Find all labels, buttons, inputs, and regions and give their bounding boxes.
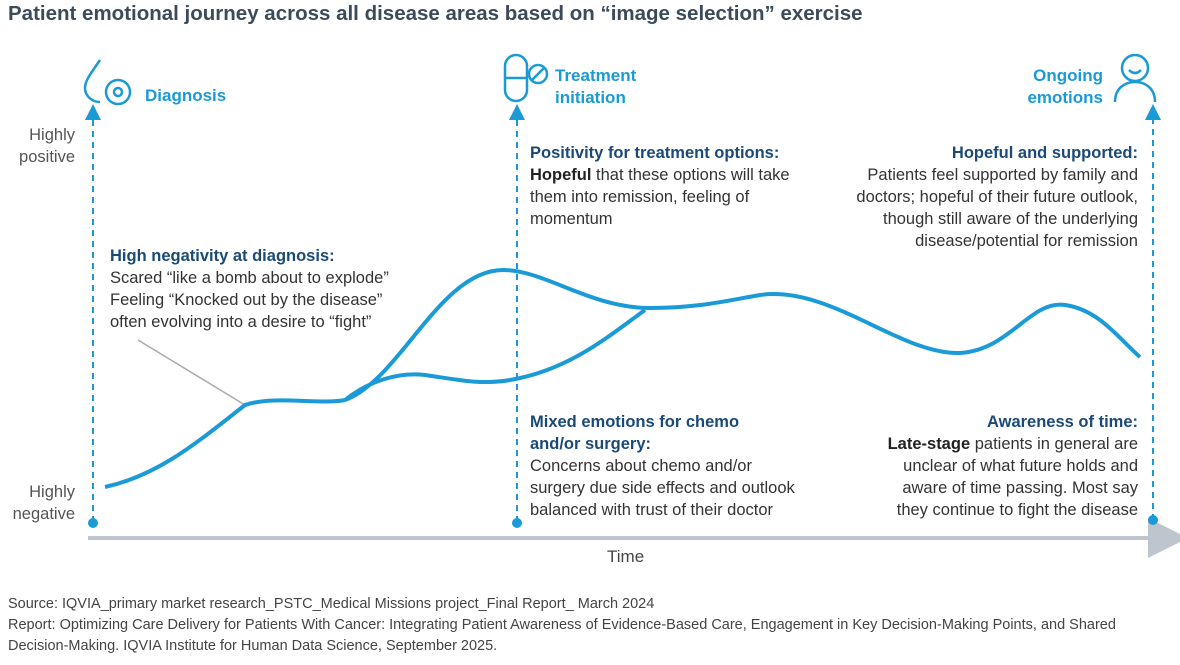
annotation-line: Late-stage patients in general are	[888, 433, 1138, 455]
diagnosis-icon	[83, 59, 132, 106]
stage-label: Treatment initiation	[555, 65, 636, 109]
annotation: Positivity for treatment options: Hopefu…	[530, 142, 790, 230]
annotation-line: them into remission, feeling of	[530, 188, 750, 206]
stage-lines	[85, 104, 1161, 522]
annotation-heading: Positivity for treatment options:	[530, 144, 780, 162]
y-label-top: Highly positive	[19, 126, 75, 166]
journey-branch	[343, 308, 647, 402]
annotation: Hopeful and supported: Patients feel sup…	[856, 142, 1138, 252]
stage-label-line: initiation	[555, 88, 626, 107]
annotation-line: disease/potential for remission	[915, 232, 1138, 250]
source: Source: IQVIA_primary market research_PS…	[8, 596, 655, 612]
stage-dot	[88, 518, 98, 528]
annotation-line: often evolving into a desire to “fight”	[110, 313, 372, 331]
annotation-line: balanced with trust of their doctor	[530, 501, 774, 519]
person-icon	[1113, 53, 1157, 103]
annotation-lead: Hopeful	[530, 166, 592, 184]
annotation-text: patients in general are	[974, 435, 1138, 453]
stage-label-line: Ongoing	[1033, 66, 1103, 85]
annotation-text: that these options will take	[596, 166, 790, 184]
pointer-line	[137, 339, 246, 406]
stage-label: Ongoing emotions	[1027, 65, 1103, 109]
annotation: Mixed emotions for chemo and/or surgery:…	[530, 411, 795, 521]
y-label-bottom: Highly negative	[12, 483, 75, 523]
annotation-line: Patients feel supported by family and	[867, 166, 1138, 184]
annotation: Awareness of time: Late-stage patients i…	[888, 411, 1138, 521]
annotation-line: momentum	[530, 210, 613, 228]
annotation-line: Concerns about chemo and/or	[530, 457, 752, 475]
annotation-line: doctors; hopeful of their future outlook…	[856, 188, 1138, 206]
annotation-line: unclear of what future holds and	[903, 457, 1138, 475]
annotation-line: aware of time passing. Most say	[902, 479, 1138, 497]
annotation-heading: High negativity at diagnosis:	[110, 247, 335, 265]
title: Patient emotional journey across all dis…	[8, 2, 863, 25]
annotation-lead: Late-stage	[887, 435, 971, 453]
stage-dot	[1148, 515, 1158, 525]
report: Report: Optimizing Care Delivery for Pat…	[8, 617, 1116, 654]
treatment-icon	[503, 53, 549, 103]
annotation-line: Feeling “Knocked out by the disease”	[110, 291, 383, 309]
annotation-line: though still aware of the underlying	[883, 210, 1138, 228]
annotation-line: Hopeful that these options will take	[530, 164, 790, 186]
stage-label: Diagnosis	[145, 86, 227, 105]
stage-label-line: Treatment	[555, 66, 637, 85]
annotation-line: surgery due side effects and outlook	[530, 479, 795, 497]
annotation-heading: Hopeful and supported:	[951, 144, 1138, 162]
journey-curve	[104, 267, 1142, 489]
stage-label-line: emotions	[1027, 88, 1103, 107]
annotation-line: they continue to fight the disease	[896, 501, 1138, 519]
annotation: High negativity at diagnosis: Scared “li…	[110, 245, 389, 333]
annotation-line: Scared “like a bomb about to explode”	[110, 269, 389, 287]
annotation-heading: and/or surgery:	[530, 435, 652, 453]
x-axis-label: Time	[607, 547, 645, 566]
annotation-heading: Mixed emotions for chemo	[530, 413, 740, 431]
annotation-heading: Awareness of time:	[987, 413, 1138, 431]
stage-dot	[512, 518, 522, 528]
